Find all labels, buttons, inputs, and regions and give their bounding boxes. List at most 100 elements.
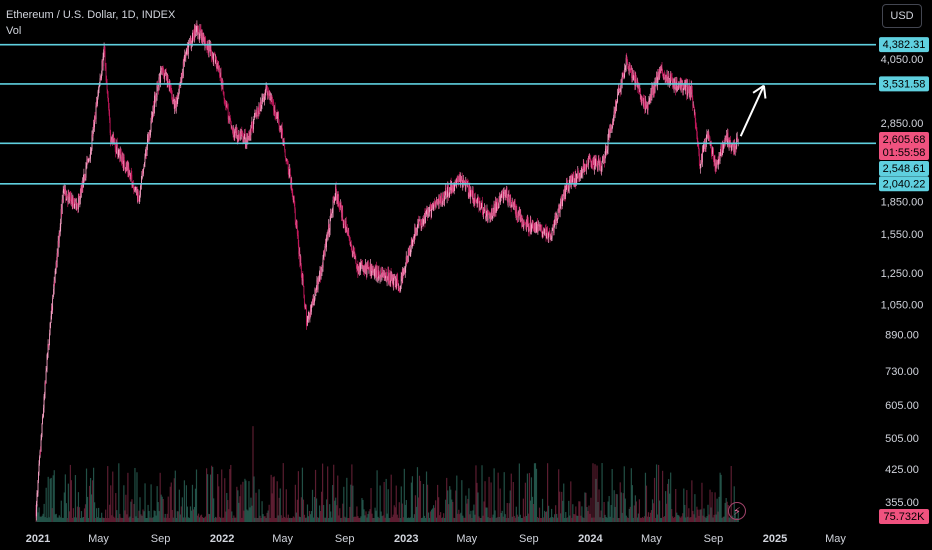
candle-body (576, 176, 578, 179)
candle-body (445, 188, 446, 196)
volume-bar (219, 516, 221, 522)
y-axis[interactable]: 4,050.002,850.001,850.001,550.001,250.00… (881, 54, 924, 509)
volume-bar (152, 517, 154, 522)
candle-body (459, 174, 461, 176)
candle-body (298, 251, 300, 254)
candle-body (714, 155, 715, 163)
volume-bar (190, 510, 193, 522)
candle-body (400, 285, 402, 288)
volume-bar (68, 511, 70, 522)
candle-body (426, 211, 427, 215)
candle-body (568, 183, 570, 189)
candle-body (377, 277, 379, 279)
volume-bar (626, 517, 628, 522)
volume-bars (35, 426, 739, 522)
candle-body (116, 142, 118, 153)
candle-body (286, 159, 288, 162)
candle-body (126, 163, 128, 169)
candle-body (415, 231, 417, 235)
volume-bar (674, 516, 676, 522)
volume-bar (552, 517, 554, 522)
candle-body (581, 167, 583, 174)
candle-body (355, 263, 357, 266)
candle-body (197, 25, 198, 35)
candle-body (504, 191, 506, 197)
candle-body (606, 150, 608, 154)
candle-body (393, 276, 395, 285)
candle-body (357, 265, 359, 273)
x-axis[interactable]: 2021 May Sep 2022 May Sep 2023 May Sep 2024 May Sep… (26, 533, 847, 545)
candle-body (189, 41, 191, 44)
candle-body (652, 86, 654, 92)
candle-body (371, 264, 373, 267)
candle-body (183, 61, 185, 66)
volume-bar (415, 506, 418, 522)
candle-body (398, 286, 400, 290)
candle-body (598, 158, 599, 163)
candle-body (59, 233, 61, 235)
candle-body (491, 208, 493, 218)
volume-bar (490, 482, 492, 522)
volume-bar (296, 499, 298, 522)
candle-body (317, 279, 318, 290)
candle-body (52, 298, 54, 311)
candle-body (579, 175, 581, 179)
y-tick-label: 355.00 (885, 497, 919, 509)
x-tick-label: 2025 (763, 533, 787, 545)
volume-bar (53, 470, 55, 522)
candle-body (299, 251, 301, 263)
candle-body (345, 220, 347, 233)
candle-body (532, 221, 534, 224)
candle-body (515, 205, 517, 216)
candle-body (146, 148, 147, 157)
candle-body (222, 82, 224, 92)
volume-bar (83, 508, 86, 522)
volume-bar (536, 516, 539, 522)
volume-bar (103, 517, 105, 522)
volume-bar (351, 464, 353, 522)
candle-body (658, 71, 659, 79)
volume-bar (92, 467, 95, 522)
volume-bar (625, 515, 627, 522)
x-tick-label: Sep (704, 533, 724, 545)
candle-body (511, 199, 513, 205)
volume-bar (357, 516, 359, 522)
candle-body (572, 175, 574, 180)
volume-bar (175, 517, 177, 522)
candle-body (201, 33, 203, 41)
volume-bar (146, 517, 148, 522)
volume-bar (77, 492, 80, 522)
volume-bar (274, 517, 276, 522)
volume-bar (675, 488, 677, 522)
candle-body (376, 265, 377, 277)
candle-body (639, 88, 641, 100)
volume-bar (329, 504, 331, 522)
candle-body (516, 215, 518, 218)
candle-body (61, 208, 63, 214)
candle-body (186, 51, 188, 54)
volume-bar (706, 516, 708, 522)
candle-body (453, 185, 455, 191)
volume-bar (456, 475, 458, 522)
candle-body (543, 232, 544, 234)
candle-body (280, 127, 282, 134)
candle-body (612, 121, 613, 128)
volume-bar (211, 465, 213, 522)
volume-bar (681, 516, 683, 522)
volume-bar (705, 517, 707, 522)
candle-body (397, 284, 399, 289)
currency-button[interactable]: USD (882, 4, 922, 28)
candle-body (73, 204, 75, 206)
candle-body (482, 213, 484, 215)
candle-body (252, 126, 254, 130)
candle-body (685, 84, 687, 91)
y-tick-label: 425.00 (885, 464, 919, 476)
volume-bar (388, 517, 390, 522)
lightning-icon[interactable]: ⚡ (728, 502, 746, 520)
candle-body (586, 163, 588, 165)
volume-bar (293, 517, 295, 522)
candle-body (367, 262, 368, 268)
candle-body (150, 130, 151, 136)
candle-body (538, 225, 539, 226)
